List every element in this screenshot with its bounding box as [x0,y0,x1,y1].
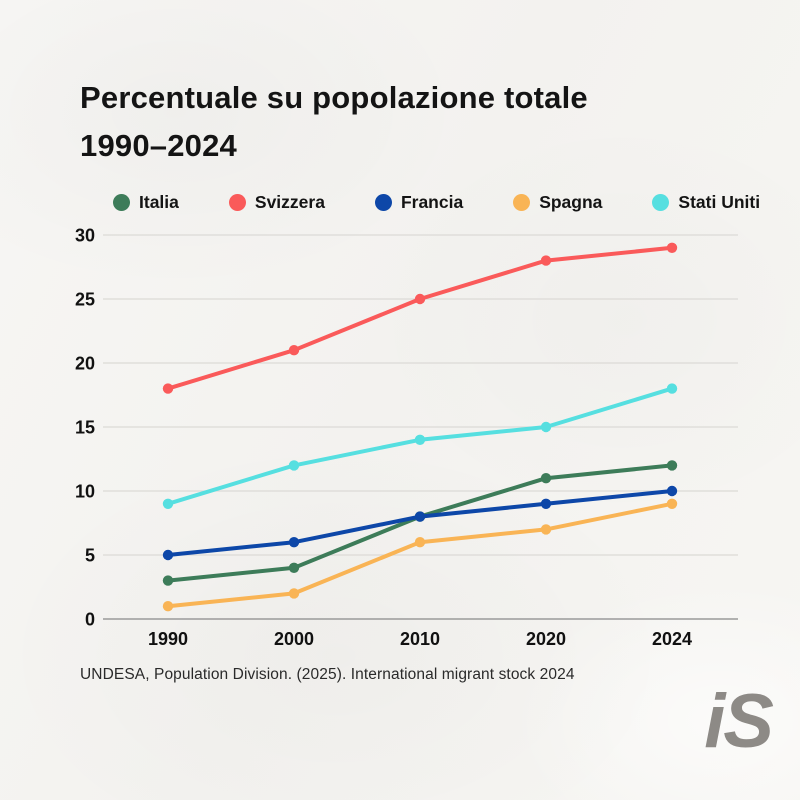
data-point-svizzera [414,293,426,305]
data-point-italia [540,473,552,484]
line-chart: 0 5 10 15 20 25 30 1990 2000 2010 2020 2024 [75,223,765,658]
data-point-francia [288,537,300,548]
legend-item-francia: Francia [374,192,464,213]
legend-label: Svizzera [254,192,325,212]
x-axis-tick-label: 2020 [526,629,566,649]
x-axis-tick-label: 2024 [652,629,692,649]
data-point-spagna [288,588,300,599]
data-point-svizzera [162,383,174,394]
data-point-svizzera [540,255,552,266]
legend-dot-icon [513,194,531,211]
legend-item-italia: Italia [113,192,179,213]
page-title: Percentuale su popolazione totale 1990–2… [80,74,588,170]
y-axis-tick-label: 5 [85,546,95,566]
legend-dot-icon [228,194,246,211]
page-title-line1: Percentuale su popolazione totale [80,80,588,115]
chart-canvas: 0 5 10 15 20 25 30 1990 2000 2010 2020 2024 [75,226,738,649]
x-axis-tick-label: 2000 [274,629,314,649]
x-axis-tick-label: 1990 [148,629,188,649]
logo: iS [704,679,774,764]
data-point-italia [162,575,174,586]
y-axis-tick-label: 0 [85,610,95,630]
data-point-stati-uniti [666,383,678,394]
legend-item-stati-uniti: Stati Uniti [652,192,760,213]
page-title-line2: 1990–2024 [80,128,237,163]
legend-label: Italia [139,192,179,212]
legend-dot-icon [652,194,670,211]
data-point-svizzera [666,242,678,253]
data-point-stati-uniti [288,460,300,471]
data-point-stati-uniti [414,434,426,445]
data-point-spagna [162,601,174,612]
y-axis-tick-label: 30 [75,226,95,246]
data-point-italia [666,460,678,471]
data-point-francia [162,549,174,561]
data-point-spagna [666,498,678,509]
data-point-francia [414,511,426,522]
legend-dot-icon [113,194,130,211]
legend-dot-icon [374,194,392,211]
legend: Italia Svizzera Francia Spagna Stati Uniti [113,192,760,213]
legend-item-spagna: Spagna [513,192,602,213]
legend-label: Spagna [539,192,603,212]
data-line-svizzera [166,245,674,391]
data-point-svizzera [288,345,300,356]
data-point-stati-uniti [540,421,552,433]
data-point-francia [540,498,552,509]
source-caption: UNDESA, Population Division. (2025). Int… [80,666,575,683]
legend-item-svizzera: Svizzera [228,192,325,213]
y-axis-tick-label: 25 [75,290,95,310]
legend-label: Stati Uniti [678,192,761,212]
data-point-spagna [540,524,552,535]
data-point-spagna [414,537,426,548]
legend-label: Francia [400,192,464,212]
y-axis-tick-label: 20 [75,354,95,374]
x-axis-tick-label: 2010 [400,629,440,649]
y-axis-tick-label: 10 [75,482,95,502]
data-line-stati-uniti [166,386,674,506]
data-point-francia [666,485,678,497]
data-point-stati-uniti [162,498,174,509]
data-point-italia [288,562,300,573]
y-axis-tick-label: 15 [75,418,95,438]
